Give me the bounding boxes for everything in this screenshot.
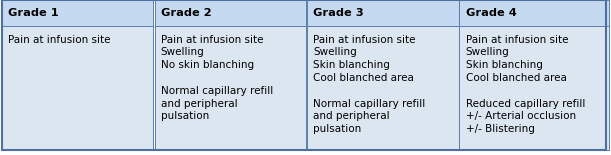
Text: Pain at infusion site
Swelling
Skin blanching
Cool blanched area

Reduced capill: Pain at infusion site Swelling Skin blan… [466,35,585,134]
Bar [307,26,459,150]
Text: Grade 1: Grade 1 [8,8,59,18]
Text: Pain at infusion site
Swelling
Skin blanching
Cool blanched area

Normal capilla: Pain at infusion site Swelling Skin blan… [313,35,426,134]
Text: Pain at infusion site
Swelling
No skin blanching

Normal capillary refill
and pe: Pain at infusion site Swelling No skin b… [161,35,273,121]
Text: Grade 4: Grade 4 [466,8,516,18]
Bar [459,26,609,150]
Text: Grade 3: Grade 3 [313,8,364,18]
Bar [155,26,306,150]
Bar [2,26,153,150]
Bar [459,0,609,26]
Text: Pain at infusion site: Pain at infusion site [8,35,111,45]
Bar [307,0,459,26]
Bar [2,0,153,26]
Bar [155,0,306,26]
Text: Grade 2: Grade 2 [161,8,211,18]
